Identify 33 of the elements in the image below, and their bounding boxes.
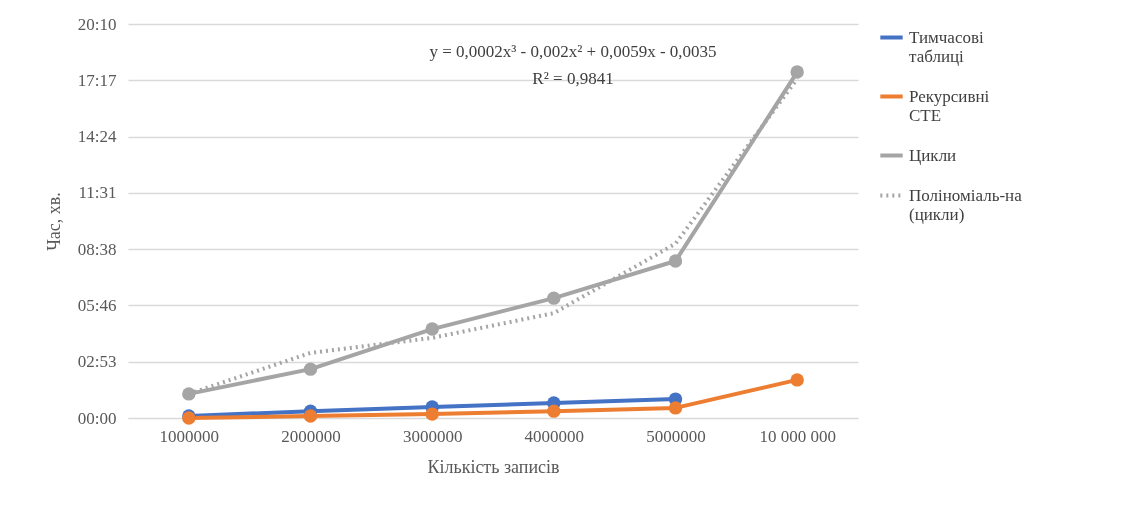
point [547, 291, 561, 305]
annotation: y = 0,0002x³ - 0,002x² + 0,0059x - 0,0035 [429, 42, 717, 61]
point [425, 407, 439, 421]
y-tick-label: 08:38 [77, 239, 117, 259]
x-tick-label: 10 000 000 [759, 426, 836, 446]
annotation: R² = 0,9841 [532, 69, 614, 88]
legend-label: Рекурсивні СТЕ [909, 86, 990, 125]
point [303, 409, 318, 423]
point [668, 254, 683, 268]
x-tick-label: 4000000 [524, 426, 585, 446]
x-tick-label: 3000000 [402, 426, 463, 446]
y-tick-label: 11:31 [78, 183, 117, 203]
y-tick-label: 17:17 [77, 70, 117, 90]
y-tick-label: 00:00 [77, 408, 117, 428]
legend-label: Поліноміаль-на (цикли) [909, 185, 1023, 224]
legend-label: Тимчасові таблиці [909, 27, 984, 66]
y-tick-label: 14:24 [77, 127, 117, 147]
point [425, 322, 439, 336]
x-tick-label: 1000000 [159, 426, 220, 446]
point [547, 404, 561, 418]
point [790, 373, 804, 387]
y-tick-label: 02:53 [77, 352, 117, 372]
point [182, 387, 196, 401]
y-axis-title: Час, хв. [43, 192, 64, 251]
x-tick-label: 2000000 [281, 426, 341, 446]
point [668, 401, 683, 415]
y-tick-label: 05:46 [77, 295, 117, 315]
x-axis-title: Кількість записів [427, 456, 560, 477]
point [790, 65, 804, 79]
x-tick-label: 5000000 [646, 426, 706, 446]
legend-label: Цикли [909, 145, 957, 165]
y-tick-label: 20:10 [77, 14, 117, 34]
point [303, 362, 318, 376]
